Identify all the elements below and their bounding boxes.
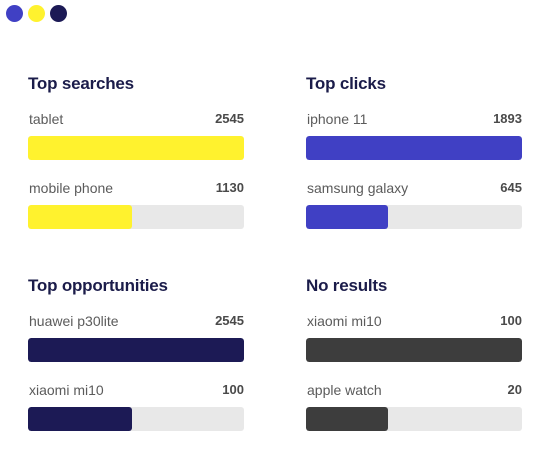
progress-bar bbox=[28, 205, 244, 229]
progress-fill bbox=[306, 136, 522, 160]
item-value: 2545 bbox=[215, 111, 244, 126]
blue-dot bbox=[6, 5, 23, 22]
item-label: huawei p30lite bbox=[29, 313, 119, 329]
item-value: 645 bbox=[500, 180, 522, 195]
panel-title: No results bbox=[306, 276, 388, 295]
item-value: 2545 bbox=[215, 313, 244, 328]
item-value: 1130 bbox=[215, 180, 244, 195]
panel-top-searches: Top searches tablet 2545 mobile phone 11… bbox=[28, 73, 244, 229]
progress-bar bbox=[306, 407, 522, 431]
panel-title: Top opportunities bbox=[28, 276, 168, 295]
progress-bar bbox=[28, 338, 244, 362]
panel-top-opportunities: Top opportunities huawei p30lite 2545 xi… bbox=[28, 275, 244, 431]
progress-bar bbox=[28, 407, 244, 431]
item-value: 1893 bbox=[493, 111, 522, 126]
window-dots bbox=[6, 5, 67, 22]
progress-fill bbox=[28, 407, 132, 431]
item-label: samsung galaxy bbox=[307, 180, 409, 196]
progress-bar bbox=[28, 136, 244, 160]
progress-bar bbox=[306, 205, 522, 229]
list-item: huawei p30lite 2545 bbox=[28, 313, 244, 362]
panel-no-results: No results xiaomi mi10 100 apple watch 2… bbox=[306, 275, 522, 431]
item-label: tablet bbox=[29, 111, 64, 127]
panel-title: Top clicks bbox=[306, 74, 386, 93]
panel-title: Top searches bbox=[28, 74, 134, 93]
item-value: 20 bbox=[507, 382, 522, 397]
progress-fill bbox=[306, 407, 389, 431]
yellow-dot bbox=[28, 5, 45, 22]
panel-top-clicks: Top clicks iphone 11 1893 samsung galaxy… bbox=[306, 73, 522, 229]
item-label: xiaomi mi10 bbox=[307, 313, 382, 329]
progress-fill bbox=[306, 338, 522, 362]
progress-fill bbox=[28, 136, 244, 160]
list-item: samsung galaxy 645 bbox=[306, 180, 522, 229]
list-item: xiaomi mi10 100 bbox=[306, 313, 522, 362]
list-item: mobile phone 1130 bbox=[28, 180, 244, 229]
item-value: 100 bbox=[500, 313, 522, 328]
list-item: iphone 11 1893 bbox=[306, 111, 522, 160]
navy-dot bbox=[50, 5, 67, 22]
progress-fill bbox=[28, 205, 132, 229]
list-item: tablet 2545 bbox=[28, 111, 244, 160]
progress-fill bbox=[306, 205, 389, 229]
progress-bar bbox=[306, 338, 522, 362]
item-label: apple watch bbox=[307, 382, 382, 398]
progress-fill bbox=[28, 338, 244, 362]
item-value: 100 bbox=[222, 382, 244, 397]
list-item: apple watch 20 bbox=[306, 382, 522, 431]
progress-bar bbox=[306, 136, 522, 160]
item-label: iphone 11 bbox=[307, 111, 368, 127]
item-label: mobile phone bbox=[29, 180, 114, 196]
list-item: xiaomi mi10 100 bbox=[28, 382, 244, 431]
item-label: xiaomi mi10 bbox=[29, 382, 104, 398]
